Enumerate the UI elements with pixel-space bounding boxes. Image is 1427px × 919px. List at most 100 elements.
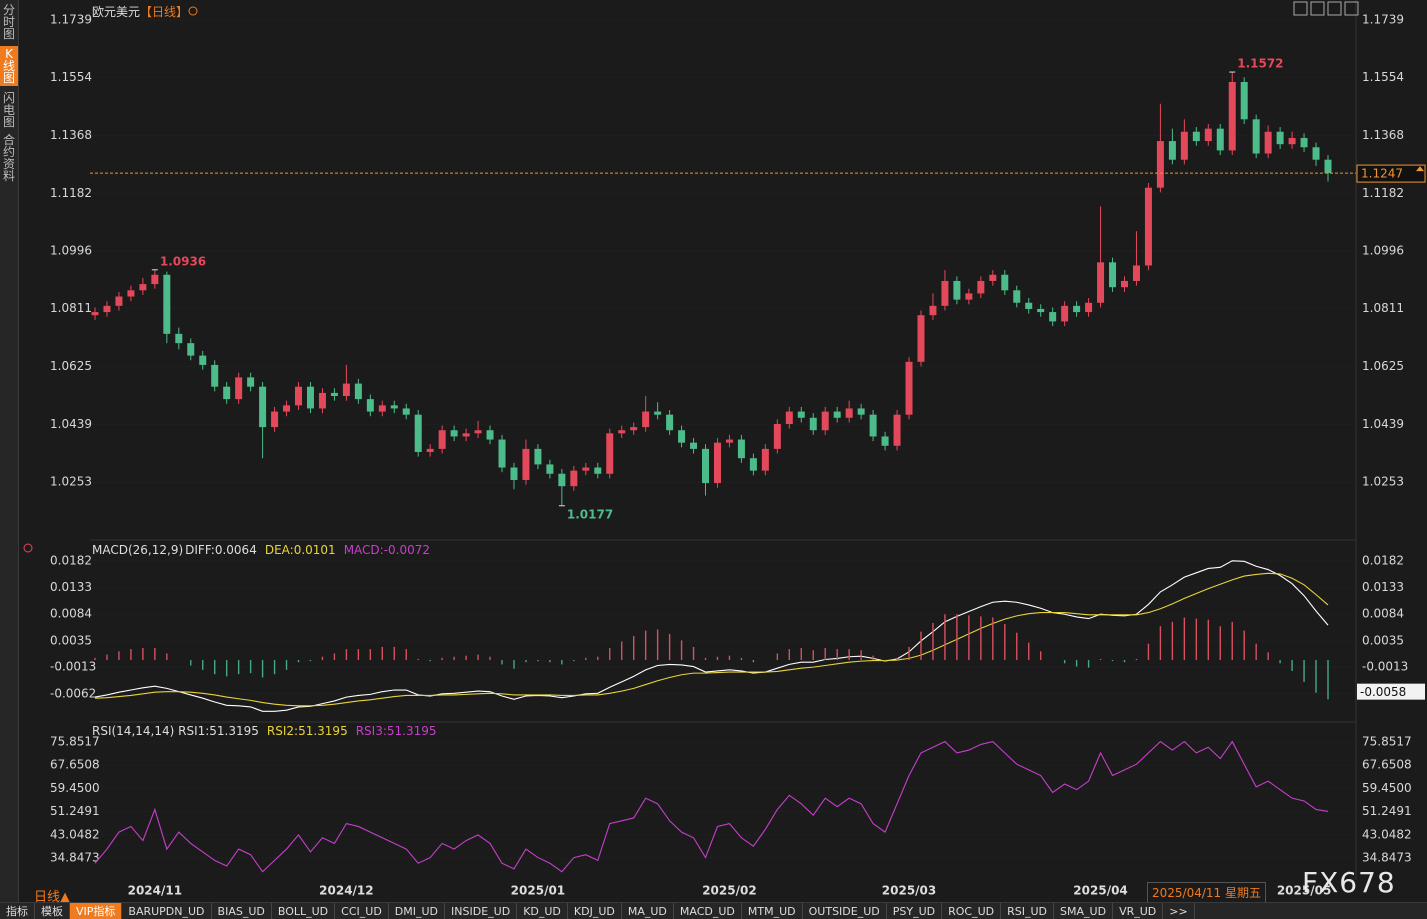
side-tab[interactable]: 合约资料	[3, 133, 16, 183]
cursor-value-box	[1357, 683, 1425, 700]
indicator-tab[interactable]: MA_UD	[622, 903, 674, 919]
candle-body	[1252, 119, 1260, 154]
add-icon[interactable]	[188, 6, 198, 16]
y-tick-label-right: 67.6508	[1362, 758, 1412, 772]
indicator-icon[interactable]	[23, 543, 33, 553]
period-selector[interactable]: 日线▲	[34, 890, 70, 905]
price-annotation: 1.0177	[567, 507, 613, 521]
tool-icon[interactable]	[1344, 1, 1359, 16]
indicator-tabs: 指标 模板 VIP指标 BARUPDN_UD BIAS_UD BOLL_UD CCI_UD D…	[0, 902, 1427, 919]
header-item: MACD(26,12,9)	[92, 543, 184, 557]
candle-body	[151, 274, 159, 285]
candle-body	[702, 448, 710, 484]
y-tick-label-left: 0.0084	[50, 607, 92, 621]
candle-body	[761, 448, 769, 471]
candle-body	[749, 458, 757, 471]
candle-body	[941, 280, 949, 306]
candle-body	[414, 414, 422, 452]
indicator-tab[interactable]: KD_UD	[517, 903, 568, 919]
side-tab[interactable]: 闪电图	[3, 91, 16, 129]
indicator-tab[interactable]: MTM_UD	[742, 903, 803, 919]
candle-body	[259, 386, 267, 428]
candle-body	[845, 408, 853, 418]
indicator-tab[interactable]: DMI_UD	[389, 903, 446, 919]
tool-icon[interactable]	[1310, 1, 1325, 16]
candle-body	[1144, 187, 1152, 266]
indicator-tab[interactable]: ROC_UD	[942, 903, 1002, 919]
y-tick-label-right: 1.0811	[1362, 301, 1404, 315]
y-tick-label-right: 0.0035	[1362, 633, 1404, 647]
y-tick-label-left: 34.8473	[50, 850, 100, 864]
candle-body	[91, 312, 99, 316]
indicator-tab[interactable]: VIP指标	[70, 903, 123, 919]
indicator-tab[interactable]: INSIDE_UD	[445, 903, 518, 919]
y-tick-label-left: 0.0182	[50, 553, 92, 567]
indicator-line	[94, 740, 1329, 873]
candle-body	[977, 280, 985, 294]
last-price-box	[1356, 164, 1426, 183]
price-annotation: 1.1572	[1237, 57, 1283, 71]
side-tab[interactable]: K线图	[0, 46, 18, 86]
y-tick-label-left: -0.0062	[50, 686, 96, 700]
candle-body	[773, 424, 781, 449]
chart-header: 欧元美元【日线】	[92, 3, 196, 20]
candle-body	[223, 386, 231, 400]
indicator-tab[interactable]: BARUPDN_UD	[122, 903, 212, 919]
y-tick-label-left: 1.1739	[50, 13, 92, 27]
candle-body	[1049, 312, 1057, 322]
candle-body	[1037, 308, 1045, 313]
header-item: RSI2:51.3195	[266, 724, 348, 738]
indicator-tab[interactable]: BIAS_UD	[212, 903, 272, 919]
indicator-tab[interactable]: SMA_UD	[1054, 903, 1114, 919]
candle-body	[1288, 137, 1296, 145]
tool-icon[interactable]	[1293, 1, 1308, 16]
candle-body	[1132, 265, 1140, 281]
y-tick-label-right: 51.2491	[1362, 804, 1412, 818]
indicator-tab[interactable]: PSY_UD	[887, 903, 943, 919]
candle-body	[211, 364, 219, 387]
indicator-tab[interactable]: 模板	[35, 903, 70, 919]
y-tick-label-right: 43.0482	[1362, 827, 1412, 841]
side-tabs: 分时图 K线图 闪电图 合约资料	[0, 0, 19, 919]
indicator-tab[interactable]: VR_UD	[1113, 903, 1164, 919]
candle-body	[1097, 262, 1105, 303]
candle-body	[390, 405, 398, 409]
candle-body	[247, 377, 255, 387]
candle-body	[498, 439, 506, 468]
header-item: DEA:0.0101	[264, 543, 336, 557]
y-tick-label-left: 1.0439	[50, 417, 92, 431]
candle-body	[869, 414, 877, 437]
candle-body	[1324, 159, 1332, 174]
indicator-tab[interactable]: MACD_UD	[674, 903, 742, 919]
y-tick-label-left: 1.0811	[50, 301, 92, 315]
indicator-tab[interactable]: >>	[1163, 903, 1195, 919]
y-tick-label-right: 1.1182	[1362, 186, 1404, 200]
y-tick-label-left: 1.1554	[50, 70, 92, 84]
candle-body	[690, 442, 698, 449]
indicator-tab[interactable]: CCI_UD	[335, 903, 389, 919]
candle-body	[929, 305, 937, 316]
indicator-tab[interactable]: RSI_UD	[1001, 903, 1055, 919]
candle-body	[115, 296, 123, 306]
indicator-tab[interactable]: 指标	[0, 903, 35, 919]
candle-body	[1240, 81, 1248, 120]
candle-body	[163, 274, 171, 334]
indicator-tab[interactable]: KDJ_UD	[568, 903, 622, 919]
y-tick-label-right: 34.8473	[1362, 850, 1412, 864]
candle-body	[306, 386, 314, 409]
header-item: DIFF:0.0064	[185, 543, 257, 557]
candle-body	[797, 411, 805, 418]
y-tick-label-left: 67.6508	[50, 758, 100, 772]
y-tick-label-left: 1.0996	[50, 244, 92, 258]
indicator-tab[interactable]: OUTSIDE_UD	[803, 903, 887, 919]
candle-body	[713, 442, 721, 484]
indicator-tab[interactable]: BOLL_UD	[272, 903, 336, 919]
macd-header: MACD(26,12,9) DIFF:0.0064 DEA:0.0101 MACD:-…	[92, 543, 438, 557]
y-tick-label-right: 1.1368	[1362, 128, 1404, 142]
tool-icon[interactable]	[1327, 1, 1342, 16]
side-tab[interactable]: 分时图	[3, 3, 16, 41]
candle-body	[881, 436, 889, 446]
y-tick-label-right: 1.0996	[1362, 244, 1404, 258]
candle-body	[821, 411, 829, 431]
candle-body	[725, 439, 733, 443]
